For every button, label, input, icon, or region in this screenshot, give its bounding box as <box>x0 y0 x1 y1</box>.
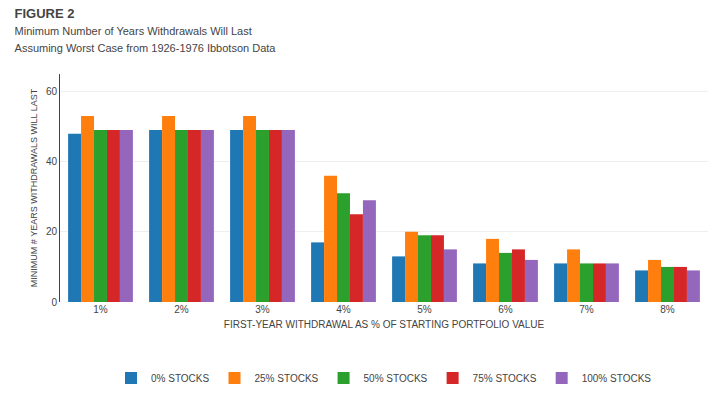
svg-text:50% STOCKS: 50% STOCKS <box>364 373 428 384</box>
svg-text:8%: 8% <box>660 304 675 315</box>
svg-text:20: 20 <box>46 226 58 237</box>
svg-text:4%: 4% <box>336 304 351 315</box>
svg-text:FIRST-YEAR WITHDRAWAL AS % OF: FIRST-YEAR WITHDRAWAL AS % OF STARTING P… <box>224 319 545 330</box>
svg-text:7%: 7% <box>579 304 594 315</box>
svg-text:40: 40 <box>46 156 58 167</box>
svg-text:6%: 6% <box>498 304 513 315</box>
svg-text:FIGURE 2Minimum Number of Year: FIGURE 2Minimum Number of Years Withdraw… <box>15 6 277 54</box>
svg-text:2%: 2% <box>174 304 189 315</box>
svg-text:100% STOCKS: 100% STOCKS <box>582 373 652 384</box>
svg-text:5%: 5% <box>417 304 432 315</box>
svg-text:60: 60 <box>46 86 58 97</box>
svg-text:0: 0 <box>51 297 57 308</box>
svg-text:25% STOCKS: 25% STOCKS <box>254 373 318 384</box>
svg-text:1%: 1% <box>93 304 108 315</box>
svg-text:MINIMUM # YEARS WITHDRAWALS WI: MINIMUM # YEARS WITHDRAWALS WILL LAST <box>29 88 39 287</box>
svg-text:3%: 3% <box>255 304 270 315</box>
svg-text:75% STOCKS: 75% STOCKS <box>473 373 537 384</box>
svg-text:0% STOCKS: 0% STOCKS <box>151 373 209 384</box>
